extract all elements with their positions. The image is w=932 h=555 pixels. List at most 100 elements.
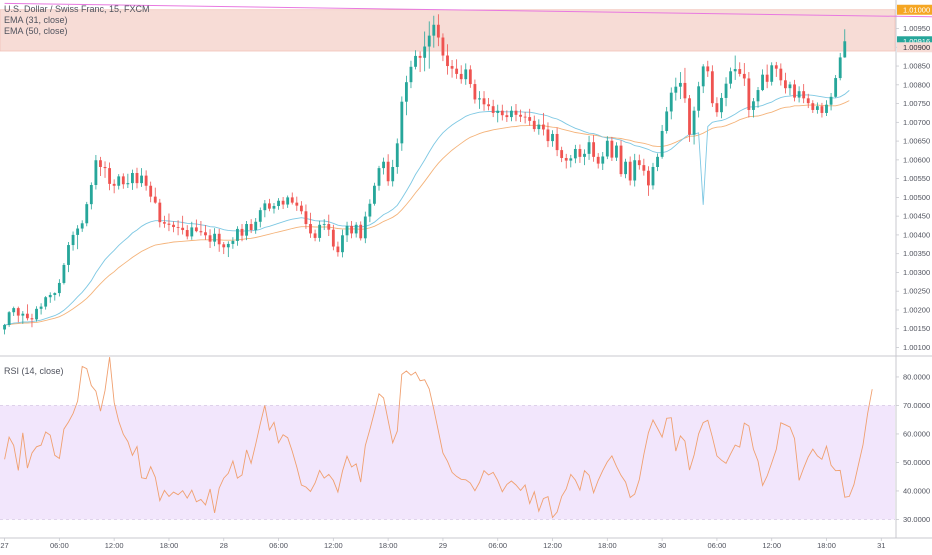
candle bbox=[515, 104, 518, 121]
candle-body bbox=[336, 247, 339, 253]
candle-body bbox=[693, 111, 696, 135]
candle bbox=[122, 173, 125, 188]
candle-body bbox=[633, 160, 636, 180]
candle bbox=[387, 154, 390, 186]
candle bbox=[85, 202, 88, 226]
candle bbox=[615, 142, 618, 161]
time-tick-label: 18:00 bbox=[379, 541, 398, 550]
candle bbox=[487, 98, 490, 110]
candle-body bbox=[711, 71, 714, 103]
candle-body bbox=[565, 158, 568, 161]
candle-body bbox=[359, 225, 362, 239]
candle-body bbox=[606, 141, 609, 157]
candle bbox=[158, 199, 161, 228]
candle-body bbox=[177, 227, 180, 228]
candle bbox=[583, 149, 586, 165]
candle-body bbox=[104, 167, 107, 168]
candle-body bbox=[291, 197, 294, 202]
candle bbox=[277, 198, 280, 210]
candle bbox=[565, 154, 568, 169]
candle bbox=[186, 225, 189, 239]
candle bbox=[761, 69, 764, 91]
time-tick-label: 06:00 bbox=[488, 541, 507, 550]
candle-body bbox=[17, 308, 20, 316]
candle-body bbox=[830, 97, 833, 105]
candle-body bbox=[697, 86, 700, 110]
candle bbox=[31, 314, 34, 328]
candle bbox=[44, 296, 47, 310]
candle bbox=[177, 220, 180, 235]
candle-body bbox=[396, 143, 399, 167]
candle bbox=[286, 196, 289, 208]
candle bbox=[40, 303, 43, 314]
candle bbox=[368, 199, 371, 222]
candle-body bbox=[533, 121, 536, 129]
candle-body bbox=[661, 131, 664, 157]
candle bbox=[551, 130, 554, 147]
candle-body bbox=[26, 314, 29, 319]
candle-body bbox=[542, 125, 545, 130]
candle-body bbox=[789, 84, 792, 88]
candle bbox=[542, 113, 545, 136]
candle bbox=[213, 228, 216, 246]
candle bbox=[181, 216, 184, 235]
candle-body bbox=[816, 106, 819, 110]
candle-body bbox=[528, 117, 531, 121]
candle bbox=[8, 311, 11, 327]
candle-body bbox=[200, 231, 203, 232]
candle-body bbox=[743, 74, 746, 79]
candle bbox=[528, 109, 531, 126]
candle bbox=[610, 137, 613, 161]
candle-body bbox=[355, 225, 358, 234]
candle bbox=[451, 60, 454, 78]
candle bbox=[569, 155, 572, 167]
candle bbox=[757, 87, 760, 108]
candle-body bbox=[569, 158, 572, 160]
candle-body bbox=[282, 201, 285, 205]
candle-body bbox=[629, 162, 632, 181]
candle bbox=[245, 221, 248, 240]
price-tick-label: 1.00750 bbox=[903, 99, 930, 108]
candle bbox=[419, 51, 422, 72]
candle-body bbox=[720, 98, 723, 112]
candle-body bbox=[496, 111, 499, 113]
candle-body bbox=[323, 224, 326, 225]
candle-body bbox=[53, 293, 56, 295]
candle bbox=[556, 128, 559, 157]
candle-body bbox=[268, 203, 271, 208]
candle-body bbox=[263, 203, 266, 210]
candle bbox=[647, 166, 650, 196]
time-tick-label: 31 bbox=[877, 541, 885, 550]
time-tick-label: 27 bbox=[0, 541, 8, 550]
candle bbox=[693, 107, 696, 145]
candle-body bbox=[72, 235, 75, 245]
price-tick-label: 1.00300 bbox=[903, 268, 930, 277]
candle bbox=[478, 91, 481, 109]
candle-body bbox=[752, 101, 755, 110]
candle bbox=[588, 136, 591, 160]
candle-body bbox=[579, 149, 582, 157]
candle bbox=[665, 107, 668, 134]
candle bbox=[382, 158, 385, 175]
rsi-tick-label: 40.0000 bbox=[903, 486, 930, 495]
candle-body bbox=[560, 150, 563, 158]
candle-body bbox=[236, 229, 239, 241]
candle bbox=[460, 65, 463, 83]
candle-body bbox=[501, 111, 504, 116]
candle bbox=[656, 153, 659, 171]
candle bbox=[839, 53, 842, 80]
candle-body bbox=[90, 185, 93, 204]
price-tick-label: 1.00950 bbox=[903, 24, 930, 33]
price-tick-label: 1.00850 bbox=[903, 62, 930, 71]
candle bbox=[268, 199, 271, 211]
candle bbox=[282, 197, 285, 209]
candle-body bbox=[286, 197, 289, 204]
candle-body bbox=[314, 233, 317, 238]
candle-body bbox=[8, 312, 11, 325]
candle-body bbox=[419, 56, 422, 58]
price-tick-label: 1.00250 bbox=[903, 287, 930, 296]
price-tick-label: 1.00550 bbox=[903, 174, 930, 183]
candle bbox=[766, 65, 769, 89]
candle bbox=[674, 78, 677, 101]
